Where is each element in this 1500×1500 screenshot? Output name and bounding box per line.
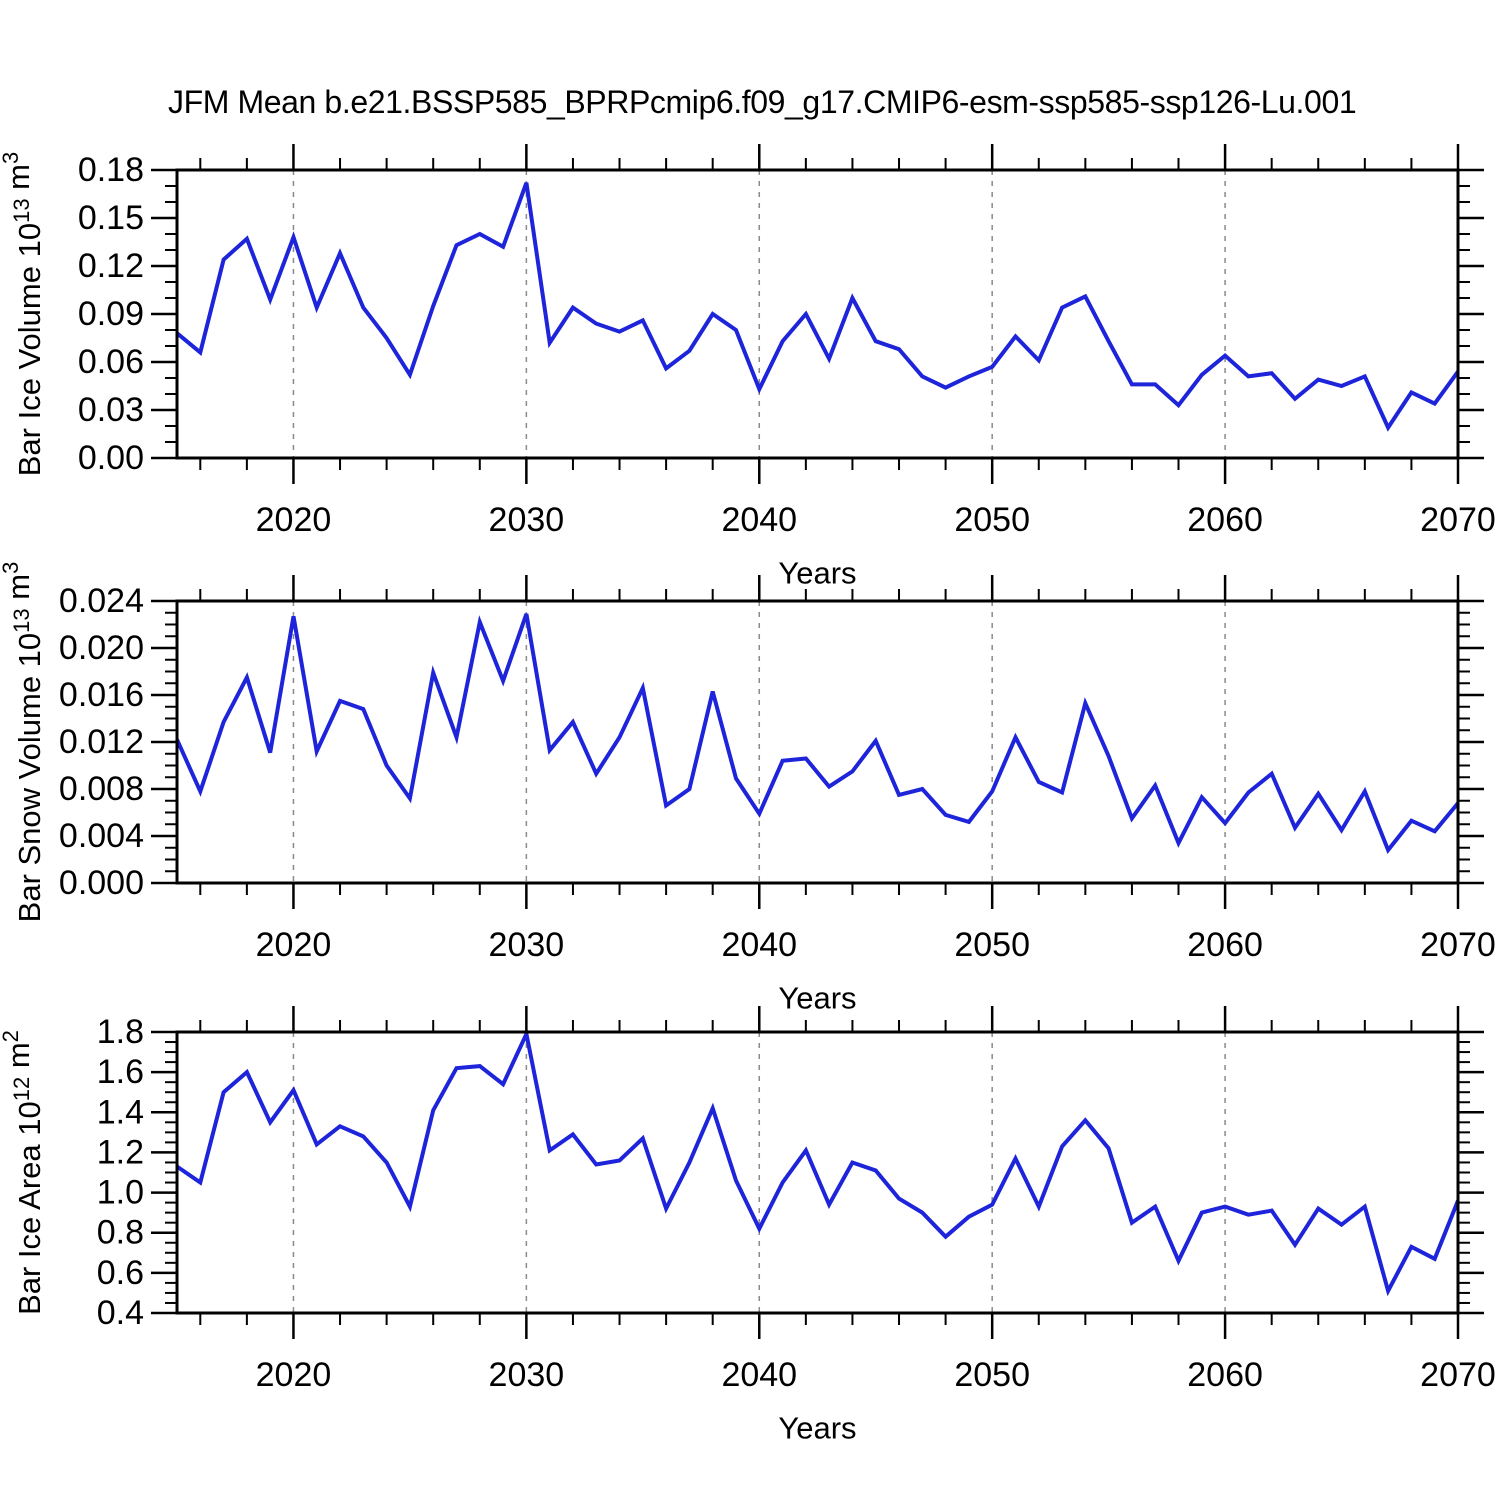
y-tick-label: 0.06 — [78, 343, 144, 381]
x-tick-label: 2030 — [489, 501, 565, 539]
x-tick-label: 2020 — [256, 1356, 332, 1394]
x-tick-label: 2050 — [954, 1356, 1030, 1394]
x-tick-label: 2060 — [1187, 926, 1263, 964]
x-tick-label: 2060 — [1187, 1356, 1263, 1394]
x-tick-label: 2020 — [256, 501, 332, 539]
x-axis-title: Years — [778, 556, 856, 591]
x-axis-title: Years — [778, 1411, 856, 1446]
x-tick-label: 2030 — [489, 926, 565, 964]
y-tick-label: 0.03 — [78, 391, 144, 429]
bar-ice-volume-series-line — [175, 182, 1460, 432]
y-tick-label: 0.016 — [59, 676, 144, 714]
x-tick-label: 2070 — [1420, 926, 1496, 964]
y-tick-label: 0.12 — [78, 247, 144, 285]
x-tick-label: 2040 — [721, 501, 797, 539]
y-tick-label: 0.024 — [59, 582, 144, 620]
y-tick-label: 0.008 — [59, 770, 144, 808]
y-tick-label: 0.020 — [59, 629, 144, 667]
x-tick-label: 2070 — [1420, 1356, 1496, 1394]
y-axis-title: Bar Ice Volume 1013 m3 — [0, 152, 47, 477]
y-tick-label: 0.6 — [97, 1254, 144, 1292]
y-tick-label: 0.15 — [78, 199, 144, 237]
x-tick-label: 2040 — [721, 926, 797, 964]
y-tick-label: 0.18 — [78, 151, 144, 189]
chart-panel-bar-ice-volume: 2020 2030 2040 2050 2060 2070 0.00 0.03 0.06 0.09… — [0, 144, 1496, 591]
y-tick-label: 0.012 — [59, 723, 144, 761]
chart-panel-bar-snow-volume: 2020 2030 2040 2050 2060 2070 0.000 0.004 0.008 0… — [0, 562, 1496, 1016]
y-axis-title: Bar Ice Area 1012 m2 — [0, 1030, 47, 1315]
y-tick-label: 1.4 — [97, 1093, 144, 1131]
y-tick-label: 0.8 — [97, 1214, 144, 1252]
x-tick-label: 2020 — [256, 926, 332, 964]
x-tick-label: 2060 — [1187, 501, 1263, 539]
x-axis-title: Years — [778, 981, 856, 1016]
y-tick-label: 0.004 — [59, 817, 144, 855]
axes-frame — [175, 599, 1460, 885]
y-tick-label: 1.0 — [97, 1174, 144, 1212]
x-tick-label: 2030 — [489, 1356, 565, 1394]
chart-panel-bar-ice-area: 2020 2030 2040 2050 2060 20700.40.60.81.01.21… — [0, 1006, 1496, 1446]
y-axis-title: Bar Snow Volume 1013 m3 — [0, 562, 47, 923]
bar-ice-area-series-line — [175, 1027, 1460, 1297]
x-tick-label: 2050 — [954, 501, 1030, 539]
y-tick-label: 0.09 — [78, 295, 144, 333]
plot-title: JFM Mean b.e21.BSSP585_BPRPcmip6.f09_g17… — [168, 84, 1357, 120]
y-tick-label: 1.6 — [97, 1053, 144, 1091]
bar-snow-volume-series-line — [175, 613, 1460, 855]
x-tick-label: 2040 — [721, 1356, 797, 1394]
y-tick-label: 0.4 — [97, 1294, 144, 1332]
x-tick-label: 2050 — [954, 926, 1030, 964]
y-tick-label: 1.2 — [97, 1133, 144, 1171]
y-tick-label: 1.8 — [97, 1013, 144, 1051]
x-tick-label: 2070 — [1420, 501, 1496, 539]
y-tick-label: 0.000 — [59, 864, 144, 902]
y-tick-label: 0.00 — [78, 439, 144, 477]
